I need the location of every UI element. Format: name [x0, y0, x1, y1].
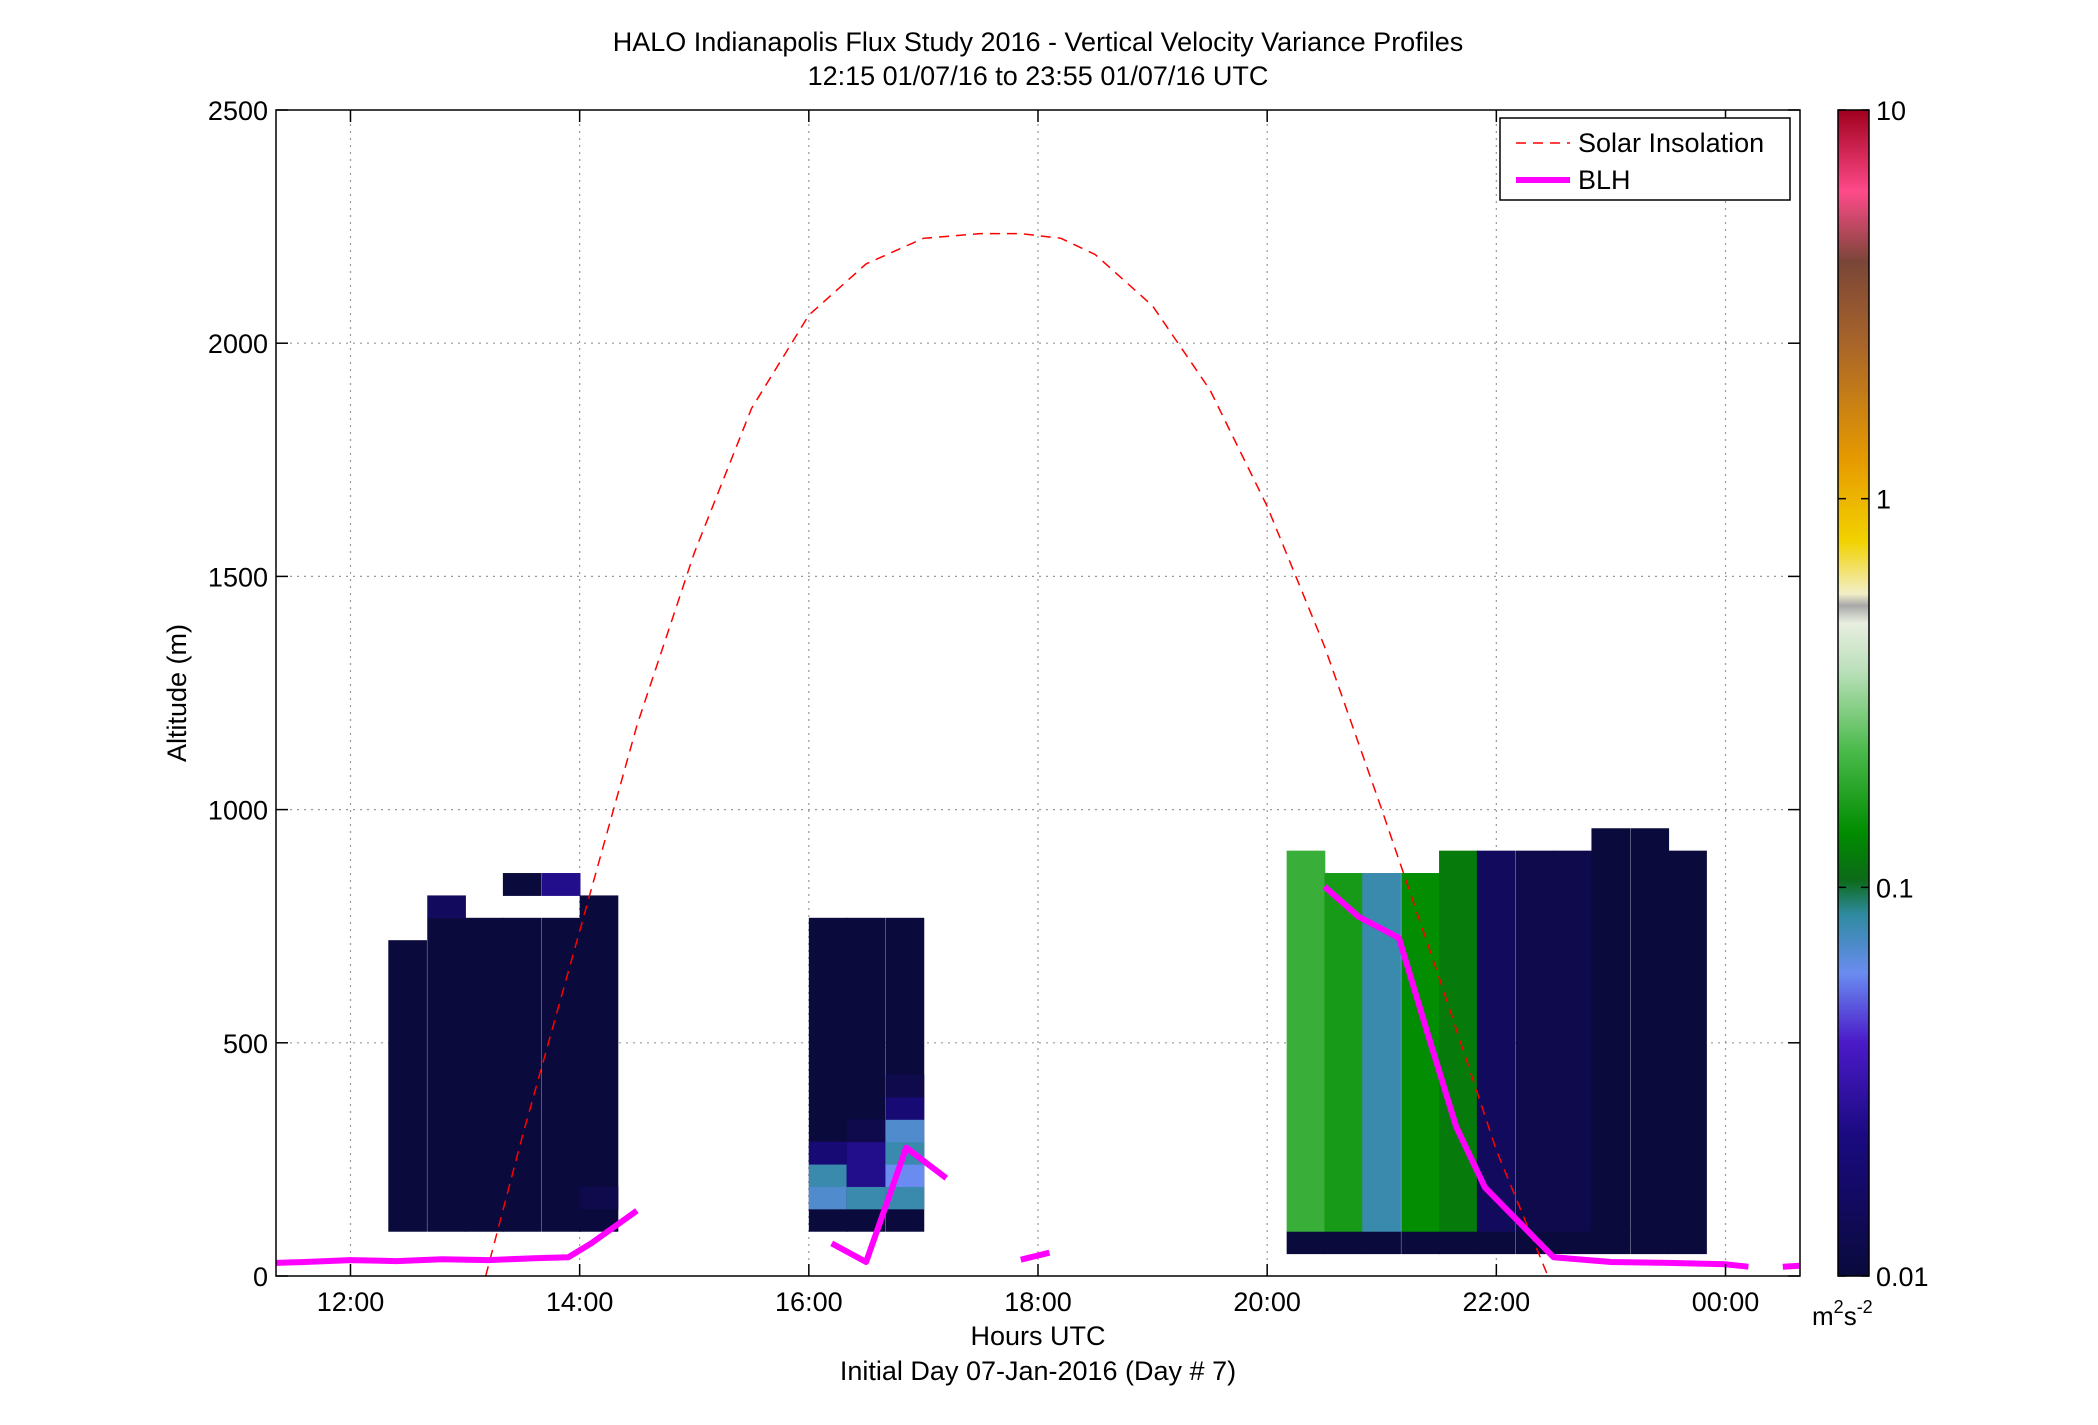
colorbar-tick-label: 1 [1876, 485, 1891, 515]
chart-subtitle: 12:15 01/07/16 to 23:55 01/07/16 UTC [808, 61, 1269, 91]
heatmap-cell [846, 1119, 886, 1143]
x-axis-label-2: Initial Day 07-Jan-2016 (Day # 7) [840, 1356, 1236, 1386]
colorbar-tick-label: 0.01 [1876, 1262, 1929, 1292]
heatmap-cell [1515, 850, 1555, 1232]
heatmap-cell [1439, 1231, 1478, 1255]
series-lines [276, 232, 1800, 1276]
y-tick-label: 500 [223, 1029, 268, 1059]
heatmap-cell [1476, 1231, 1516, 1255]
legend: Solar Insolation BLH [1499, 117, 1791, 201]
y-tick-label: 1000 [208, 796, 268, 826]
x-tick-label: 20:00 [1233, 1287, 1301, 1317]
blh-line-segment [1322, 884, 1749, 1270]
heatmap-cell [1324, 1231, 1364, 1255]
heatmap-cell [388, 940, 427, 1232]
heatmap-cell [1476, 850, 1516, 1232]
colorbar: 0.01 0.1 1 10 m2s-2 [1812, 96, 1929, 1331]
heatmap-cell [1630, 1231, 1670, 1255]
heatmap-cell [1591, 828, 1631, 1232]
heatmap-cell [465, 917, 504, 1232]
x-axis-label: Hours UTC [970, 1321, 1105, 1351]
colorbar-tick-label: 10 [1876, 96, 1906, 126]
heatmap-cell [427, 917, 466, 1232]
heatmap-cell [808, 1141, 848, 1165]
heatmap-cell [1668, 1231, 1707, 1255]
y-tick-label: 2000 [208, 329, 268, 359]
x-tick-label: 16:00 [775, 1287, 843, 1317]
x-tick-label: 14:00 [546, 1287, 614, 1317]
y-tick-label: 2500 [208, 96, 268, 126]
heatmap-cell [1553, 1231, 1593, 1255]
heatmap-cell [1362, 1231, 1401, 1255]
heatmap-cell [846, 1186, 886, 1210]
heatmap-cell [1286, 1231, 1326, 1255]
colorbar-tick-label: 0.1 [1876, 873, 1914, 903]
legend-label-solar: Solar Insolation [1578, 128, 1764, 158]
legend-box [1499, 117, 1791, 201]
heatmap-cell [541, 873, 581, 896]
legend-label-blh: BLH [1578, 165, 1631, 195]
heatmap-cell [541, 917, 581, 1232]
heatmap-cell [1439, 850, 1478, 1232]
heatmap-cell [1668, 850, 1707, 1232]
heatmap-cell [885, 1186, 925, 1210]
colorbar-unit-sup1: 2 [1834, 1297, 1844, 1317]
blh-line-segment [830, 1144, 949, 1265]
blh-line-segment [1782, 1262, 1800, 1270]
heatmap-cell [579, 895, 619, 1232]
chart-title: HALO Indianapolis Flux Study 2016 - Vert… [613, 27, 1463, 57]
y-tick-label: 1500 [208, 562, 268, 592]
y-axis-label: Altitude (m) [162, 624, 192, 762]
heatmap-cell [885, 1119, 925, 1143]
colorbar-unit-sup2: -2 [1857, 1297, 1873, 1317]
colorbar-unit: m2s-2 [1812, 1297, 1873, 1331]
heatmap-cell [502, 917, 542, 1232]
colorbar-unit-mid: s [1844, 1301, 1857, 1331]
colorbar-ticks: 0.01 0.1 1 10 [1838, 96, 1929, 1292]
heatmap-cell [427, 895, 466, 919]
x-tick-label: 00:00 [1692, 1287, 1760, 1317]
heatmap-cell [579, 1186, 619, 1210]
x-tick-label: 22:00 [1463, 1287, 1531, 1317]
heatmap-cell [846, 1141, 886, 1187]
heatmap-cell [808, 1164, 848, 1187]
heatmap-cell [885, 1074, 925, 1098]
heatmap-cell [808, 1186, 848, 1210]
heatmap-cell [1401, 1231, 1440, 1255]
heatmap-cell [1324, 873, 1364, 1232]
heatmap-cell [1286, 850, 1326, 1232]
heatmap-cells [388, 828, 1707, 1255]
axis-ticks: 12:00 14:00 16:00 18:00 20:00 22:00 00:00 0 500 1… [208, 96, 1800, 1317]
y-tick-label: 0 [253, 1262, 268, 1292]
blh-line-segment [1020, 1249, 1051, 1263]
blh-line-segment [276, 1208, 639, 1266]
heatmap-cell [1591, 1231, 1631, 1255]
heatmap-cell [502, 873, 542, 896]
x-tick-label: 12:00 [317, 1287, 385, 1317]
x-tick-label: 18:00 [1004, 1287, 1072, 1317]
colorbar-unit-base: m [1812, 1301, 1834, 1331]
heatmap-cell [1630, 828, 1670, 1232]
colorbar-gradient [1837, 109, 1870, 1277]
heatmap-cell [885, 1096, 925, 1120]
solar-insolation-line [484, 232, 1549, 1276]
heatmap-cell [1553, 850, 1593, 1232]
